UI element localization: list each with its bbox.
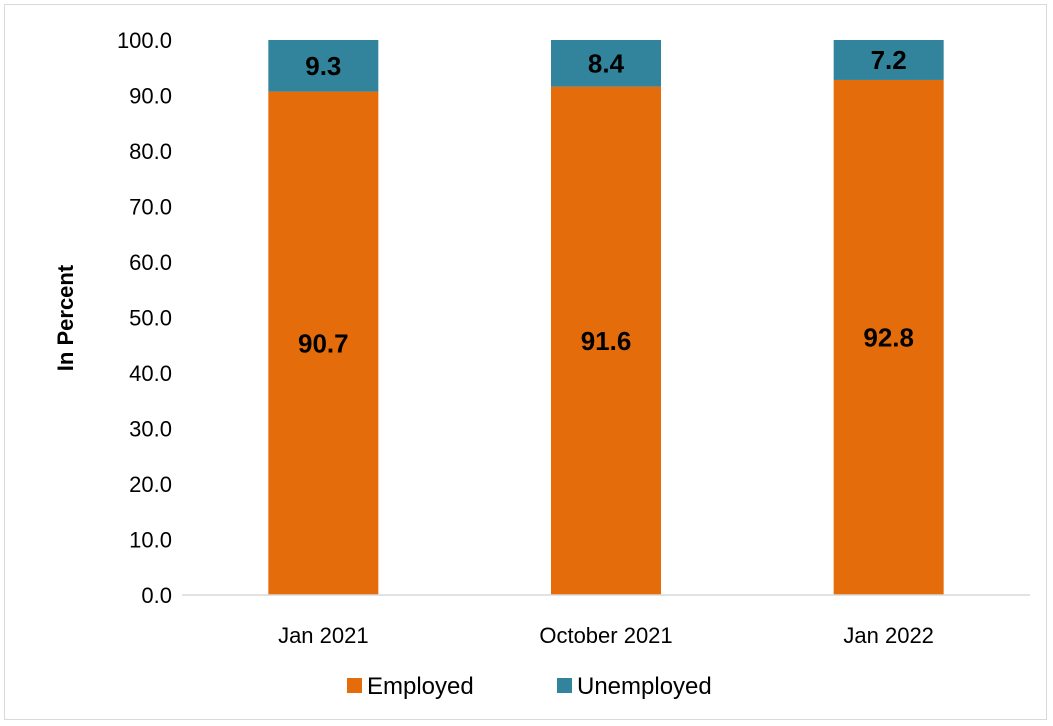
- y-tick-label: 100.0: [117, 28, 172, 53]
- legend-swatch-unemployed: [557, 678, 572, 693]
- bar-unemployed-2: [833, 40, 944, 80]
- bar-unemployed-1: [551, 40, 661, 87]
- bar-employed-1: [551, 86, 661, 596]
- y-tick-label: 40.0: [129, 361, 172, 386]
- y-tick-label: 30.0: [129, 417, 172, 442]
- y-tick-label: 60.0: [129, 250, 172, 275]
- legend: Employed Unemployed: [347, 673, 712, 700]
- bar-unemployed-0: [268, 40, 379, 92]
- y-axis: 0.0 10.0 20.0 30.0 40.0 50.0 60.0 70.0 80.0 90.0 1…: [117, 28, 172, 608]
- y-tick-label: 80.0: [129, 139, 172, 164]
- legend-label-unemployed: Unemployed: [577, 673, 712, 700]
- y-tick-label: 20.0: [129, 472, 172, 497]
- data-label-employed: 91.6: [581, 326, 632, 356]
- x-tick-label: Jan 2021: [278, 623, 369, 648]
- y-tick-label: 0.0: [141, 583, 172, 608]
- y-tick-label: 10.0: [129, 528, 172, 553]
- bar-employed-0: [268, 91, 379, 596]
- data-label-unemployed: 8.4: [588, 48, 625, 78]
- y-axis-title: In Percent: [53, 264, 78, 371]
- x-tick-label: Jan 2022: [843, 623, 934, 648]
- bar-employed-2: [833, 79, 944, 595]
- y-tick-label: 50.0: [129, 306, 172, 331]
- legend-swatch-employed: [347, 678, 362, 693]
- x-tick-label: October 2021: [539, 623, 672, 648]
- data-label-employed: 92.8: [863, 322, 914, 352]
- bars: 90.7 9.3 91.6 8.4 92.8 7.2: [268, 40, 944, 596]
- data-label-unemployed: 9.3: [305, 51, 341, 81]
- y-tick-label: 70.0: [129, 195, 172, 220]
- y-tick-label: 90.0: [129, 84, 172, 109]
- x-axis: Jan 2021 October 2021 Jan 2022: [182, 594, 1030, 648]
- data-label-employed: 90.7: [298, 328, 349, 358]
- data-label-unemployed: 7.2: [871, 45, 907, 75]
- legend-label-employed: Employed: [367, 673, 474, 700]
